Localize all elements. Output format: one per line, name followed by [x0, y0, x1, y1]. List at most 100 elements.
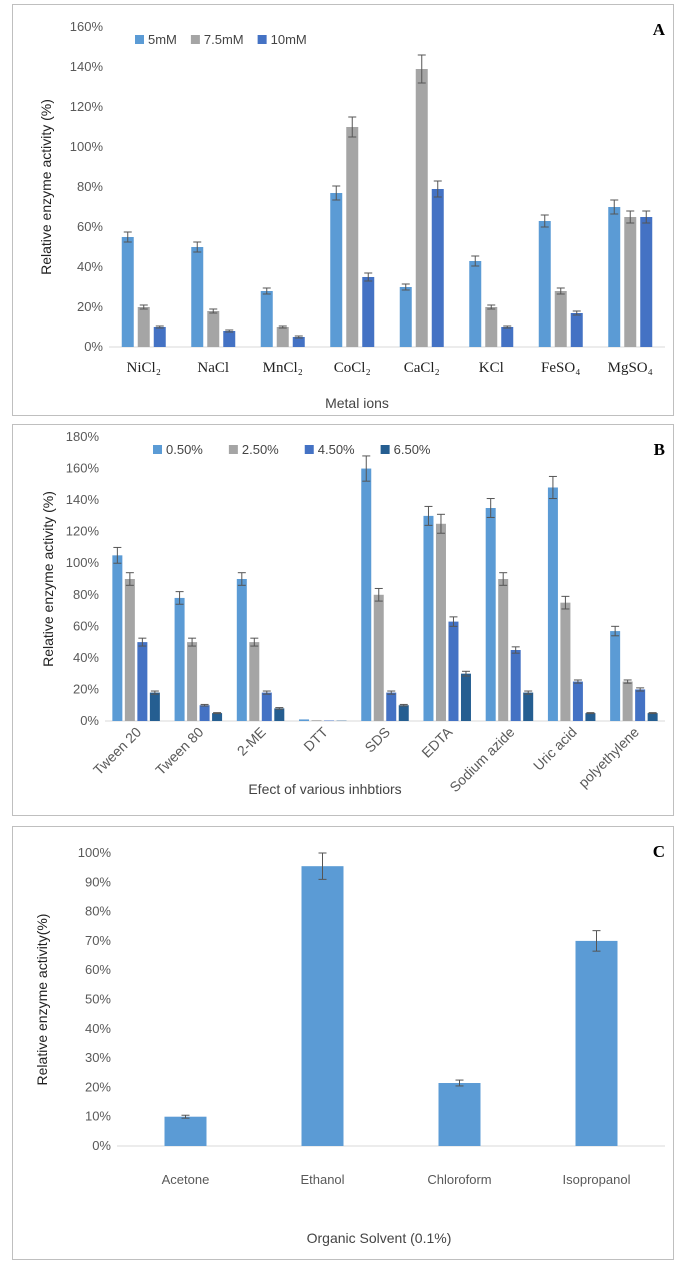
x-tick-label: CaCl₂: [404, 360, 440, 376]
bar-a-2-3: [362, 277, 375, 347]
legend-label: 4.50%: [318, 442, 355, 457]
y-tick-label: 100%: [66, 555, 100, 570]
y-tick-label: 40%: [85, 1021, 111, 1036]
x-tick-label: Isopropanol: [563, 1172, 631, 1187]
y-tick-label: 60%: [77, 219, 103, 234]
bar-b-2-0: [137, 642, 148, 721]
bar-b-1-6: [498, 579, 509, 721]
bar-b-1-0: [124, 579, 135, 721]
bar-b-0-8: [610, 631, 621, 721]
x-tick-label: Sodium azide: [446, 724, 517, 795]
bar-a-2-5: [501, 327, 514, 347]
y-tick-label: 60%: [73, 618, 99, 633]
panel-letter: B: [654, 440, 665, 459]
legend-label: 0.50%: [166, 442, 203, 457]
bar-b-2-8: [635, 689, 646, 721]
bar-a-0-0: [121, 237, 134, 347]
y-tick-label: 80%: [73, 587, 99, 602]
chart-b-svg: 0% 20% 40% 60% 80% 100% 120% 140% 160% 180% Tween …: [40, 429, 665, 797]
x-tick-label: Chloroform: [427, 1172, 491, 1187]
bar-b-1-8: [622, 681, 633, 721]
bar-a-0-7: [608, 207, 621, 347]
bar-b-0-3: [299, 719, 310, 721]
x-axis-title: Metal ions: [325, 395, 389, 411]
bar-a-0-5: [469, 261, 482, 347]
bar-b-1-5: [435, 523, 446, 721]
y-axis-title: Relative enzyme activity (%): [38, 99, 54, 275]
panel-a-metal-ions: 0% 20% 40% 60% 80% 100% 120% 140% 160% NiCl₂ NaCl M…: [12, 4, 674, 416]
bar-b-0-1: [174, 597, 185, 721]
y-tick-label: 20%: [85, 1079, 111, 1094]
bar-a-2-1: [223, 331, 236, 347]
x-tick-label: EDTA: [418, 723, 455, 760]
x-axis-title: Efect of various inhbtiors: [248, 781, 401, 797]
bar-b-3-5: [460, 673, 471, 721]
bar-b-3-8: [647, 713, 658, 721]
bar-b-3-1: [212, 713, 223, 721]
y-tick-label: 0%: [84, 339, 103, 354]
y-tick-label: 100%: [78, 845, 112, 860]
x-tick-label: MgSO₄: [608, 360, 653, 376]
x-tick-label: CoCl₂: [334, 360, 371, 376]
bar-a-1-2: [276, 327, 289, 347]
bar-b-2-6: [510, 650, 521, 721]
bar-a-2-6: [570, 313, 583, 347]
bar-c-0-0: [164, 1116, 207, 1146]
y-axis-title: Relative enzyme activity(%): [34, 914, 50, 1086]
panel-letter: A: [653, 20, 666, 39]
x-tick-label: SDS: [361, 724, 393, 756]
y-tick-label: 140%: [66, 492, 100, 507]
legend-swatch: [135, 35, 144, 44]
bar-b-1-7: [560, 602, 571, 721]
bar-b-0-4: [361, 468, 372, 721]
bar-a-0-1: [191, 247, 204, 347]
bar-a-0-4: [399, 287, 412, 347]
y-tick-label: 70%: [85, 933, 111, 948]
bar-b-0-5: [423, 515, 434, 721]
bar-a-2-2: [292, 337, 305, 347]
y-tick-label: 60%: [85, 962, 111, 977]
x-axis-title: Organic Solvent (0.1%): [307, 1230, 452, 1246]
bar-b-2-2: [261, 692, 272, 721]
bar-a-2-0: [153, 327, 166, 347]
x-tick-label: 2-ME: [234, 724, 269, 759]
x-tick-label: FeSO₄: [541, 360, 580, 376]
bar-a-1-1: [207, 311, 220, 347]
y-tick-label: 10%: [85, 1109, 111, 1124]
bar-b-2-4: [386, 692, 397, 721]
y-tick-label: 30%: [85, 1050, 111, 1065]
bar-b-2-5: [448, 621, 459, 721]
y-tick-label: 120%: [66, 524, 100, 539]
y-axis-title: Relative enzyme activity (%): [40, 491, 56, 667]
bar-a-2-7: [640, 217, 653, 347]
bar-a-1-0: [137, 307, 150, 347]
y-tick-label: 50%: [85, 992, 111, 1007]
legend-swatch: [257, 35, 267, 44]
x-tick-label: DTT: [300, 723, 331, 754]
bar-b-3-2: [274, 708, 285, 721]
bar-b-1-4: [373, 594, 384, 721]
legend-label: 10mM: [271, 32, 307, 47]
legend-label: 2.50%: [242, 442, 279, 457]
bar-b-0-7: [547, 487, 558, 721]
bar-a-0-3: [330, 193, 343, 347]
y-tick-label: 80%: [77, 179, 103, 194]
y-tick-label: 140%: [70, 59, 104, 74]
bar-a-0-2: [260, 291, 273, 347]
y-tick-label: 90%: [85, 874, 111, 889]
x-tick-label: Tween 80: [152, 724, 206, 778]
bar-b-3-0: [149, 692, 160, 721]
legend-swatch: [153, 445, 162, 454]
bar-b-3-6: [523, 692, 534, 721]
x-tick-label: Tween 20: [90, 724, 144, 778]
legend-swatch: [228, 445, 238, 454]
y-tick-label: 80%: [85, 904, 111, 919]
bar-b-3-7: [585, 713, 596, 721]
y-tick-label: 0%: [92, 1138, 111, 1153]
legend-swatch: [190, 35, 200, 44]
bar-c-0-2: [438, 1083, 481, 1146]
legend-swatch: [304, 445, 314, 454]
bar-a-1-7: [624, 217, 637, 347]
bar-a-1-6: [554, 291, 567, 347]
x-tick-label: Uric acid: [530, 724, 580, 774]
